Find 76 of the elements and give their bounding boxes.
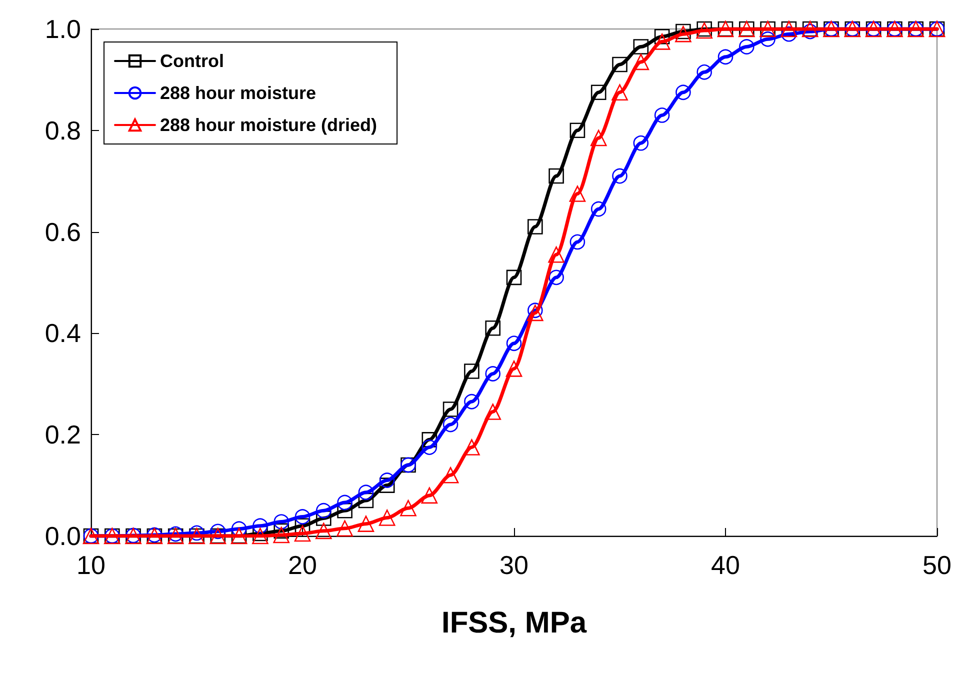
y-tick-label: 0.6 xyxy=(44,216,81,247)
point xyxy=(548,246,564,263)
point xyxy=(506,270,522,286)
x-axis-title: IFSS, MPa xyxy=(441,606,587,640)
point xyxy=(252,518,268,534)
point xyxy=(654,34,670,50)
point xyxy=(442,467,459,484)
point xyxy=(676,24,691,40)
point xyxy=(337,494,352,510)
point xyxy=(485,320,500,336)
point xyxy=(378,510,396,526)
point xyxy=(760,31,776,47)
point xyxy=(676,84,691,100)
point xyxy=(612,84,628,101)
point xyxy=(336,520,353,537)
y-tick-label: 0.2 xyxy=(44,420,81,450)
point xyxy=(528,219,543,234)
point xyxy=(379,472,395,488)
legend-label: Control xyxy=(160,51,224,71)
point xyxy=(548,168,564,184)
point xyxy=(654,28,670,44)
point xyxy=(464,364,480,379)
point xyxy=(358,484,374,500)
point xyxy=(189,525,204,541)
x-tick-label: 20 xyxy=(288,550,317,580)
y-tick-label: 0.8 xyxy=(44,115,81,146)
point xyxy=(273,526,290,544)
x-tick-label: 40 xyxy=(711,550,740,580)
point xyxy=(570,234,586,250)
point xyxy=(316,503,332,518)
point xyxy=(590,84,606,100)
point xyxy=(210,524,226,540)
point xyxy=(675,26,692,42)
point xyxy=(739,39,754,54)
point xyxy=(422,440,438,455)
point xyxy=(570,122,586,138)
x-tick-label: 50 xyxy=(922,550,952,580)
point xyxy=(400,500,416,516)
point xyxy=(633,135,649,151)
point xyxy=(464,439,480,456)
point xyxy=(464,394,480,410)
point xyxy=(632,54,650,70)
point xyxy=(548,270,564,286)
point xyxy=(527,304,544,322)
point xyxy=(590,130,607,146)
legend-label: 288 hour moisture (dried) xyxy=(160,115,378,135)
point xyxy=(633,39,649,54)
point xyxy=(718,49,734,65)
point xyxy=(274,514,289,530)
y-tick-label: 0.4 xyxy=(44,318,81,348)
point xyxy=(506,336,522,351)
point xyxy=(294,525,311,542)
point xyxy=(485,366,500,382)
point xyxy=(442,416,458,432)
legend-label: 288 hour moisture xyxy=(160,83,316,103)
point xyxy=(442,402,458,417)
point xyxy=(528,302,543,318)
y-tick-label: 0.0 xyxy=(44,521,81,551)
point xyxy=(422,432,438,448)
point xyxy=(654,108,670,123)
point xyxy=(506,360,522,377)
point xyxy=(696,64,712,80)
point xyxy=(358,516,374,532)
x-tick-label: 10 xyxy=(76,550,106,580)
point xyxy=(590,201,606,217)
point xyxy=(316,522,332,540)
y-tick-label: 1.0 xyxy=(44,14,81,44)
x-tick-label: 30 xyxy=(500,550,528,580)
point xyxy=(612,168,628,184)
point xyxy=(252,528,268,544)
point xyxy=(569,186,586,202)
point xyxy=(274,523,289,539)
point xyxy=(484,404,501,420)
point xyxy=(421,487,438,504)
point xyxy=(294,509,310,524)
point xyxy=(612,56,628,72)
